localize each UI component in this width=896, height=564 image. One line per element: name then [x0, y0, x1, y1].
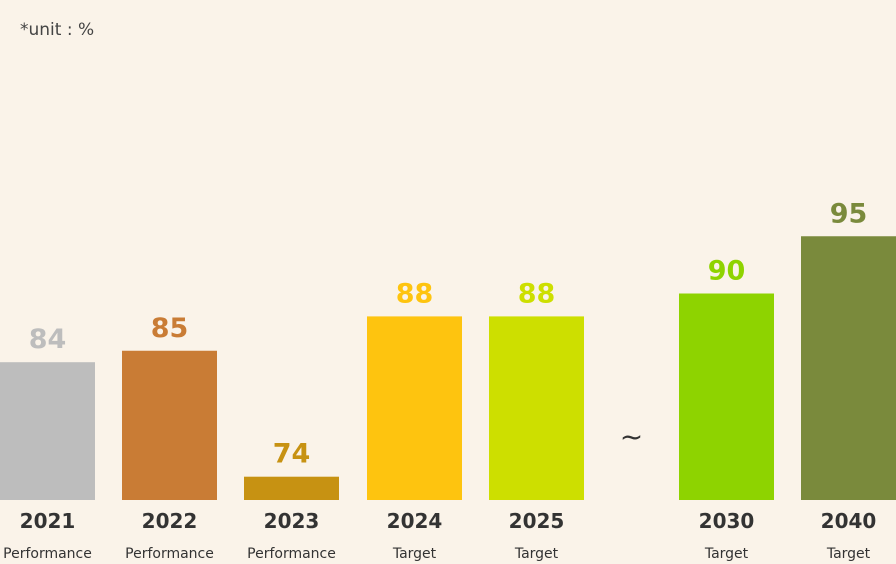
bar-2025	[489, 316, 584, 500]
sub-label-2023: Performance	[247, 546, 336, 562]
sub-label-2040: Target	[826, 546, 871, 562]
bar-2021	[0, 362, 95, 500]
year-label-2024: 2024	[387, 509, 443, 533]
year-label-2025: 2025	[509, 509, 565, 533]
year-label-2040: 2040	[821, 509, 877, 533]
sub-label-2021: Performance	[3, 546, 92, 562]
bar-2040	[801, 236, 896, 500]
year-label-2023: 2023	[264, 509, 320, 533]
year-label-2030: 2030	[699, 509, 755, 533]
axis-break-symbol: ~	[620, 420, 643, 453]
value-label-2040: 95	[830, 198, 868, 229]
bar-2023	[244, 476, 339, 500]
sub-label-2025: Target	[514, 546, 559, 562]
bars-group	[0, 236, 896, 500]
value-label-2030: 90	[708, 256, 746, 287]
sub-label-2024: Target	[392, 546, 437, 562]
unit-note: *unit : %	[20, 20, 95, 40]
sub-label-2022: Performance	[125, 546, 214, 562]
value-label-2025: 88	[518, 278, 556, 309]
bar-2030	[679, 293, 774, 500]
value-label-2023: 74	[273, 439, 311, 470]
bar-2022	[122, 350, 217, 500]
value-label-2021: 84	[29, 324, 67, 355]
bar-2024	[367, 316, 462, 500]
labels-group: 84 2021 Performance 85 2022 Performance 74 2023…	[3, 198, 876, 562]
sub-label-2030: Target	[704, 546, 749, 562]
year-label-2022: 2022	[142, 509, 198, 533]
value-label-2022: 85	[151, 313, 189, 344]
year-label-2021: 2021	[20, 509, 76, 533]
value-label-2024: 88	[396, 278, 434, 309]
